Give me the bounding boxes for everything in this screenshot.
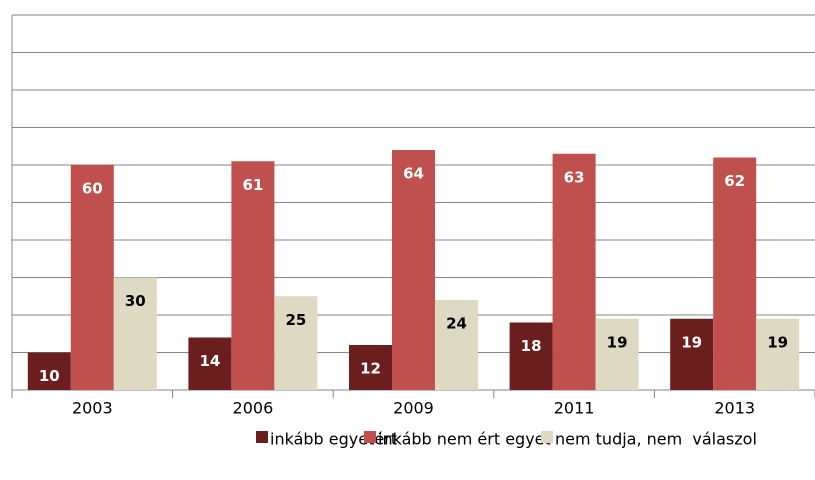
bar	[70, 165, 114, 390]
bar	[595, 318, 639, 390]
value-label: 19	[681, 333, 702, 351]
value-label: 18	[521, 337, 542, 355]
value-label: 12	[360, 360, 381, 378]
bar	[188, 337, 232, 390]
value-label: 19	[767, 333, 788, 351]
bar	[392, 150, 435, 390]
legend-label: inkább nem ért egyet	[378, 430, 551, 449]
legend-label: nem tudja, nem válaszol	[555, 430, 757, 449]
x-tick-label: 2011	[554, 399, 595, 418]
value-label: 62	[724, 172, 745, 190]
bar	[231, 161, 275, 390]
bar	[670, 318, 714, 390]
legend-swatch	[541, 431, 553, 443]
bar	[756, 318, 800, 390]
value-label: 25	[285, 311, 306, 329]
bar	[713, 157, 757, 390]
bar	[349, 345, 392, 390]
bar	[274, 296, 318, 390]
value-label: 30	[125, 292, 146, 310]
x-tick-label: 2013	[714, 399, 755, 418]
x-tick-label: 2003	[72, 399, 113, 418]
value-label: 24	[446, 315, 467, 333]
legend-swatch	[364, 431, 376, 443]
value-label: 64	[403, 165, 424, 183]
bar	[435, 300, 478, 390]
value-label: 19	[607, 333, 628, 351]
bar	[552, 153, 596, 390]
value-label: 14	[199, 352, 220, 370]
legend-swatch	[256, 431, 268, 443]
value-label: 61	[242, 176, 263, 194]
value-label: 60	[82, 180, 103, 198]
x-tick-label: 2006	[233, 399, 274, 418]
value-label: 63	[564, 168, 585, 186]
value-label: 10	[39, 367, 60, 385]
bar	[27, 352, 71, 390]
bar	[509, 322, 553, 390]
x-tick-label: 2009	[393, 399, 434, 418]
bar	[113, 277, 157, 390]
